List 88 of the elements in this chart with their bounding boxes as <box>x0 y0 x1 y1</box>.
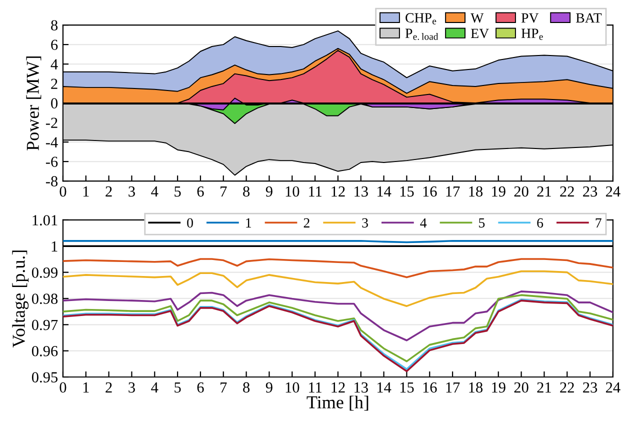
y-tick-label: 1 <box>52 241 58 252</box>
x-tick-label: 16 <box>423 382 437 393</box>
x-tick-label: 21 <box>537 186 551 196</box>
y-axis-title: Voltage [p.u.] <box>12 250 29 348</box>
legend-label: 4 <box>420 218 427 228</box>
legend-label: EV <box>470 28 489 38</box>
x-tick-label: 19 <box>492 382 506 393</box>
x-tick-label: 17 <box>446 382 460 392</box>
x-tick-label: 24 <box>606 186 620 196</box>
x-tick-label: 1 <box>83 186 89 196</box>
legend-label: W <box>470 13 484 23</box>
x-tick-label: 6 <box>197 186 204 197</box>
x-tick-label: 13 <box>354 186 368 197</box>
x-tick-label: 3 <box>128 186 135 197</box>
x-tick-label: 11 <box>309 186 322 196</box>
legend-label: 3 <box>362 218 368 228</box>
legend-label: BAT <box>576 13 602 23</box>
line-series <box>62 270 613 307</box>
x-tick-label: 4 <box>151 186 158 196</box>
x-tick-label: 14 <box>378 382 392 392</box>
y-tick-label: 1.01 <box>32 215 58 226</box>
x-tick-label: 6 <box>197 382 204 393</box>
legend-label: P$_{e.load}$ <box>405 28 438 40</box>
x-tick-label: 22 <box>560 382 574 392</box>
x-tick-label: 1 <box>83 382 89 392</box>
legend-label: 5 <box>479 218 485 228</box>
x-tick-label: 0 <box>60 186 66 197</box>
y-tick-label: 0.97 <box>32 320 58 330</box>
x-tick-label: 3 <box>128 382 135 393</box>
y-tick-label: -4 <box>46 137 58 148</box>
x-tick-label: 13 <box>354 382 368 393</box>
x-tick-label: 20 <box>514 382 528 393</box>
y-tick-label: -6 <box>46 156 58 167</box>
y-tick-label: 0.99 <box>32 267 58 278</box>
x-tick-label: 0 <box>60 382 66 393</box>
x-tick-label: 2 <box>106 186 112 196</box>
x-tick-label: 19 <box>492 186 506 197</box>
x-tick-label: 10 <box>286 186 300 197</box>
y-tick-label: 0.98 <box>32 294 58 304</box>
x-tick-label: 7 <box>220 186 227 196</box>
y-tick-label: 0.95 <box>32 372 58 383</box>
line-series <box>62 258 613 278</box>
x-tick-label: 14 <box>378 186 392 196</box>
y-tick-label: 6 <box>51 40 58 50</box>
x-tick-label: 20 <box>514 186 528 197</box>
x-tick-label: 11 <box>309 382 322 392</box>
x-tick-label: 7 <box>220 382 227 392</box>
x-tick-label: 15 <box>400 186 414 197</box>
legend-label: 6 <box>537 218 544 228</box>
x-tick-label: 21 <box>537 382 551 392</box>
x-tick-label: 5 <box>174 186 181 197</box>
line-series <box>62 294 613 362</box>
y-tick-label: -8 <box>46 176 58 186</box>
x-tick-label: 4 <box>151 382 158 392</box>
y-tick-label: 2 <box>51 78 58 89</box>
x-tick-label: 8 <box>243 382 250 393</box>
x-tick-label: 12 <box>332 186 345 196</box>
legend-label: 2 <box>304 218 310 228</box>
x-tick-label: 8 <box>243 186 250 197</box>
x-tick-label: 9 <box>266 186 272 197</box>
x-tick-label: 15 <box>400 382 414 393</box>
x-tick-label: 5 <box>174 382 181 393</box>
y-tick-label: 8 <box>51 20 58 30</box>
x-tick-label: 17 <box>446 186 460 196</box>
x-tick-label: 22 <box>560 186 574 196</box>
x-tick-label: 10 <box>286 382 300 393</box>
x-tick-label: 24 <box>606 382 620 392</box>
legend-label: PV <box>521 13 539 23</box>
x-tick-label: 23 <box>583 186 598 197</box>
y-tick-label: -2 <box>46 118 58 128</box>
x-tick-label: 18 <box>469 382 483 393</box>
legend-label: 1 <box>246 218 252 228</box>
x-axis-title: Time [h] <box>306 396 368 411</box>
legend-label: 0 <box>187 218 193 228</box>
x-tick-label: 16 <box>423 186 437 197</box>
x-tick-label: 23 <box>583 382 598 393</box>
legend-label: CHP$_{e}$ <box>406 13 436 24</box>
y-tick-label: 4 <box>50 59 58 70</box>
line-series <box>62 290 613 342</box>
legend-label: 7 <box>596 218 602 228</box>
x-tick-label: 12 <box>332 382 345 392</box>
y-axis-title: Power [MW] <box>26 56 42 150</box>
x-tick-label: 2 <box>106 382 112 392</box>
x-tick-label: 9 <box>266 382 272 393</box>
y-tick-label: 0.96 <box>32 346 58 356</box>
legend-label: HP$_{e}$ <box>521 28 543 40</box>
x-tick-label: 18 <box>469 186 483 197</box>
y-tick-label: 0 <box>51 98 58 108</box>
